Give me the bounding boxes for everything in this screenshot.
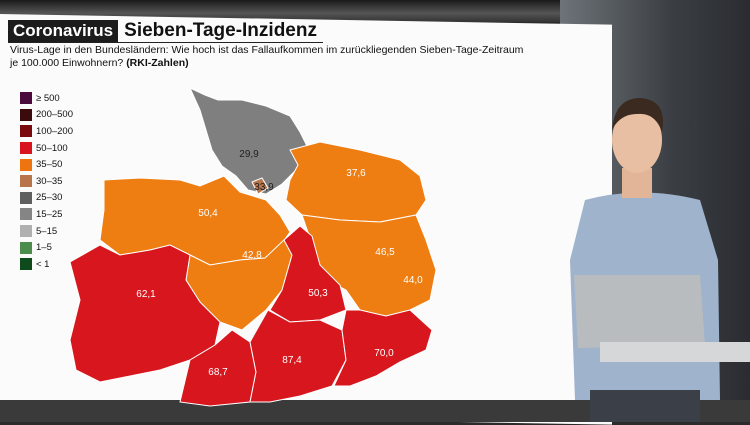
legend-swatch (20, 208, 32, 221)
legend-swatch (20, 258, 32, 271)
legend-item: 25–30 (20, 190, 73, 207)
legend-swatch (20, 108, 32, 121)
legend: ≥ 500 200–500 100–200 50–100 35–50 30–35 25–30… (20, 90, 73, 273)
legend-swatch (20, 92, 32, 105)
legend-item: 1–5 (20, 239, 73, 256)
topic-tag: Coronavirus (8, 20, 119, 42)
legend-item: 15–25 (20, 206, 73, 223)
source: (RKI-Zahlen) (126, 57, 189, 69)
legend-item: 200–500 (20, 107, 73, 124)
legend-label: 5–15 (36, 225, 58, 237)
presenter (570, 98, 720, 422)
map-region (188, 86, 311, 195)
legend-label: 100–200 (36, 125, 73, 137)
region-value-label: 42,8 (242, 250, 262, 261)
legend-label: 50–100 (36, 142, 68, 154)
region-value-label: 50,3 (308, 288, 328, 299)
map-region (251, 177, 269, 195)
map-region (69, 244, 221, 383)
map-region (333, 309, 433, 387)
region-value-label: 44,0 (403, 275, 423, 286)
legend-item: 30–35 (20, 173, 73, 190)
legend-label: 200–500 (36, 109, 73, 121)
map-region (249, 309, 347, 403)
legend-swatch (20, 175, 32, 188)
legend-item: 35–50 (20, 156, 73, 173)
legend-label: ≥ 500 (36, 92, 60, 104)
legend-swatch (20, 125, 32, 138)
legend-item: 100–200 (20, 123, 73, 140)
region-value-label: 70,0 (374, 348, 394, 359)
map-region (285, 141, 427, 223)
legend-item: < 1 (20, 256, 73, 273)
region-value-label: 33,9 (254, 182, 274, 193)
region-value-label: 46,5 (375, 247, 395, 258)
map-region (269, 225, 347, 323)
legend-label: 25–30 (36, 192, 63, 204)
legend-swatch (20, 158, 32, 171)
laptop (574, 275, 750, 362)
legend-swatch (20, 225, 32, 238)
region-value-label: 37,6 (346, 168, 366, 179)
subtitle-text: Virus-Lage in den Bundesländern: Wie hoc… (10, 44, 524, 69)
legend-label: 35–50 (36, 159, 63, 171)
legend-label: < 1 (36, 258, 50, 270)
legend-label: 1–5 (36, 242, 52, 254)
legend-swatch (20, 191, 32, 204)
legend-label: 15–25 (36, 208, 63, 220)
page-title: Sieben-Tage-Inzidenz (124, 20, 317, 41)
legend-item: ≥ 500 (20, 90, 73, 107)
legend-item: 5–15 (20, 223, 73, 240)
subtitle: Virus-Lage in den Bundesländern: Wie hoc… (10, 44, 530, 70)
region-value-label: 62,1 (136, 289, 156, 300)
region-value-label: 68,7 (208, 367, 228, 378)
studio-floor (0, 400, 750, 422)
region-value-label: 29,9 (239, 149, 259, 160)
region-value-label: 50,4 (198, 208, 218, 219)
graphic-title: Coronavirus Sieben-Tage-Inzidenz (8, 20, 323, 43)
legend-swatch (20, 241, 32, 254)
region-value-label: 87,4 (282, 355, 302, 366)
legend-label: 30–35 (36, 175, 63, 187)
legend-item: 50–100 (20, 140, 73, 157)
legend-swatch (20, 142, 32, 155)
